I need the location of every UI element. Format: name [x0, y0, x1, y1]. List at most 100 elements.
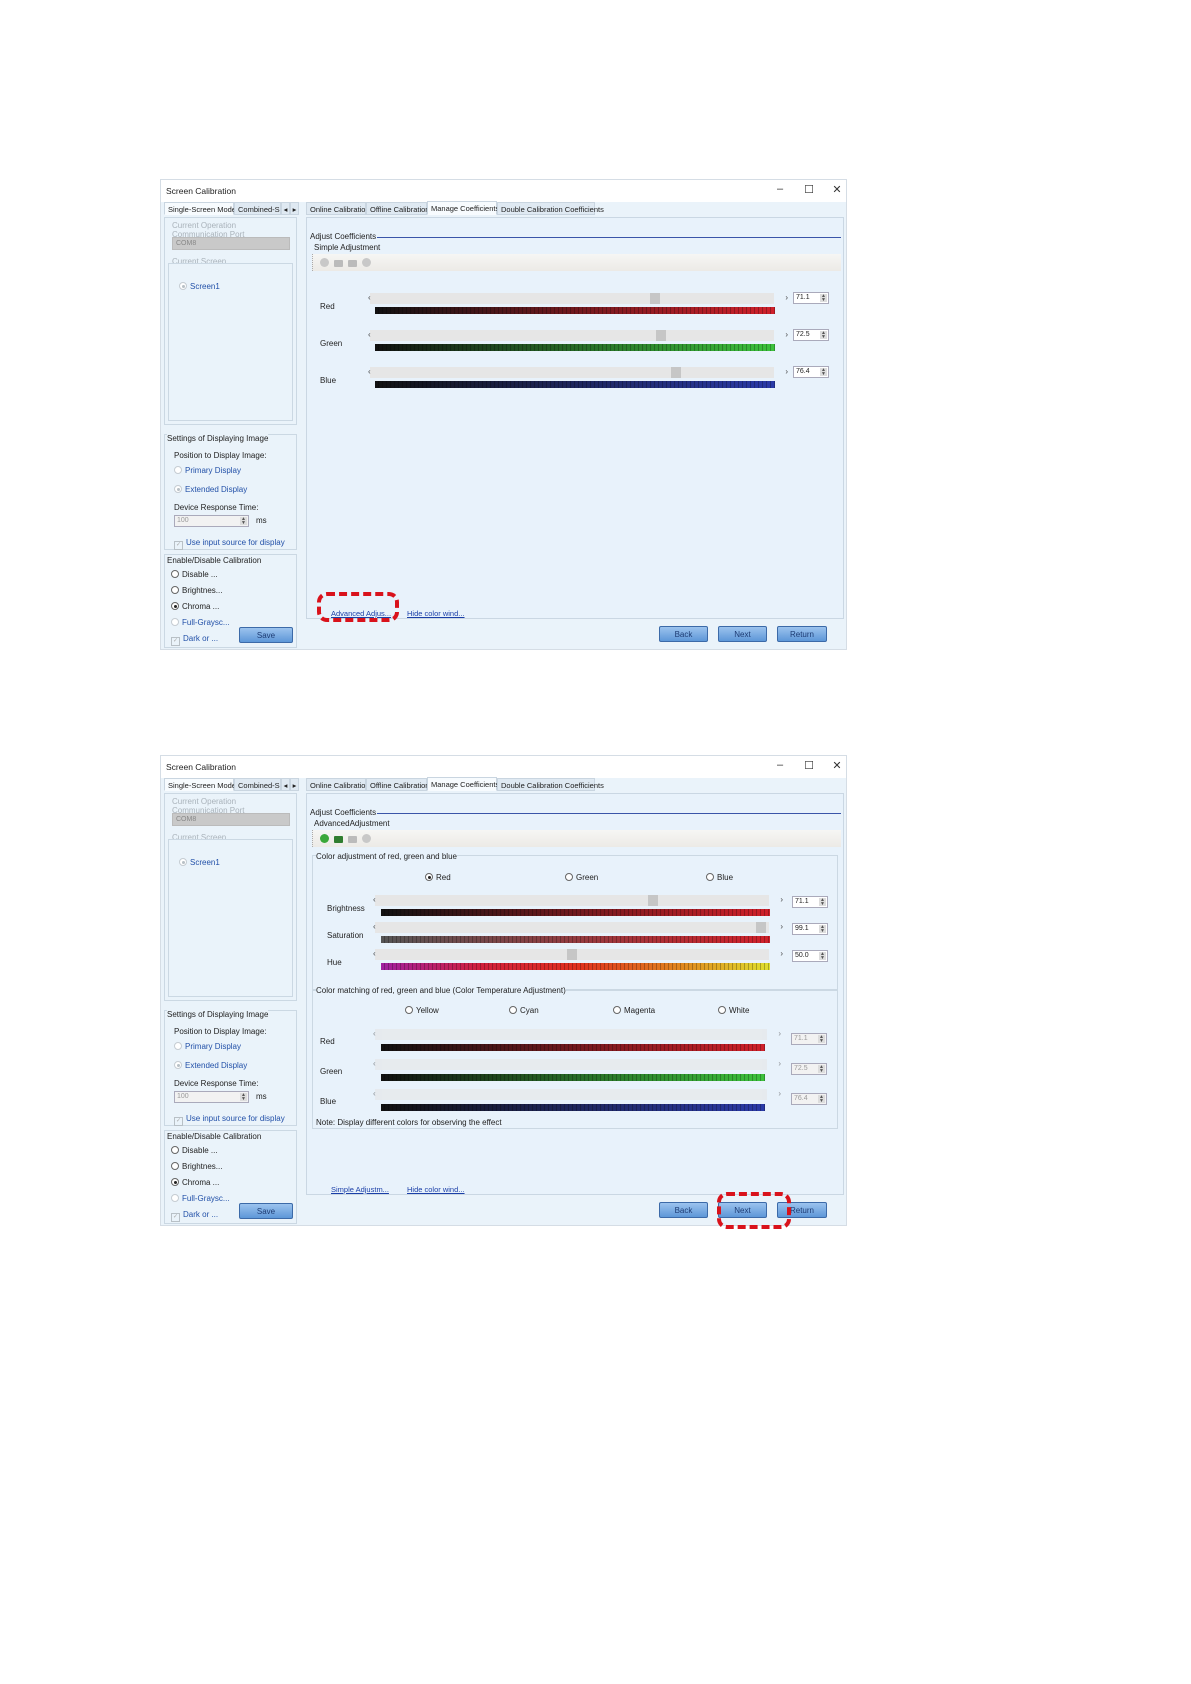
tab-scroll-left-icon[interactable]: ◂: [281, 202, 290, 215]
close-icon[interactable]: ✕: [832, 184, 842, 196]
radio-option[interactable]: Cyan: [509, 1006, 539, 1015]
slider-thumb[interactable]: [655, 330, 666, 341]
maximize-icon[interactable]: ☐: [804, 184, 814, 196]
use-input-source-checkbox[interactable]: ✓ Use input source for display: [174, 538, 285, 550]
value-spinbox[interactable]: 99.1 ▲ ▼: [792, 923, 828, 935]
slider-thumb[interactable]: [671, 367, 682, 378]
next-button[interactable]: Next: [718, 626, 767, 642]
radio-option[interactable]: Blue: [706, 873, 733, 882]
screen-item[interactable]: Screen1: [179, 282, 220, 291]
tab-single-screen-mode[interactable]: Single-Screen Mode: [164, 202, 236, 215]
screen-radio[interactable]: [179, 858, 187, 866]
slider-right-arrow-icon[interactable]: ›: [780, 895, 783, 904]
slider-thumb[interactable]: [650, 293, 661, 304]
comm-port-select[interactable]: COM8: [172, 237, 290, 250]
cal-option-disable[interactable]: Disable ...: [171, 1146, 218, 1155]
radio-option[interactable]: White: [718, 1006, 749, 1015]
tab-scroll-right-icon[interactable]: ▸: [290, 778, 299, 791]
spinner-arrows-icon[interactable]: ▲ ▼: [819, 951, 826, 961]
channel-slider[interactable]: ‹ ›: [368, 330, 788, 341]
back-button[interactable]: Back: [659, 626, 708, 642]
tab-offline-calibration[interactable]: Offline Calibration: [366, 778, 429, 791]
adjustment-mode-link[interactable]: Simple Adjustm...: [331, 1185, 389, 1194]
tab-online-calibration[interactable]: Online Calibration: [306, 778, 370, 791]
cal-option-brightness[interactable]: Brightnes...: [171, 586, 222, 595]
tab-combined-screen[interactable]: Combined-Sc: [234, 778, 281, 791]
radio-circle[interactable]: [613, 1006, 621, 1014]
slider-left-arrow-icon[interactable]: ‹: [368, 293, 371, 302]
save-button[interactable]: Save: [239, 1203, 293, 1219]
value-spinbox[interactable]: 71.1 ▲ ▼: [792, 896, 828, 908]
refresh-icon[interactable]: [320, 258, 329, 267]
channel-slider[interactable]: ‹ ›: [368, 367, 788, 378]
cal-option-chroma[interactable]: Chroma ...: [171, 1178, 219, 1187]
stop-icon[interactable]: [362, 834, 371, 843]
tab-offline-calibration[interactable]: Offline Calibration: [366, 202, 429, 215]
cal-option-full-grayscale[interactable]: Full-Graysc...: [171, 1194, 230, 1203]
spinner-arrows-icon[interactable]: ▲ ▼: [820, 367, 827, 377]
maximize-icon[interactable]: ☐: [804, 760, 814, 772]
primary-display-radio[interactable]: Primary Display: [174, 466, 241, 475]
channel-slider[interactable]: ‹ ›: [368, 293, 788, 304]
radio-option[interactable]: Red: [425, 873, 451, 882]
hide-color-window-link[interactable]: Hide color wind...: [407, 1185, 465, 1194]
save-image-icon[interactable]: [348, 836, 357, 843]
slider-right-arrow-icon[interactable]: ›: [785, 330, 788, 339]
minimize-icon[interactable]: –: [776, 183, 784, 195]
slider-left-arrow-icon[interactable]: ‹: [373, 922, 376, 931]
radio-option[interactable]: Yellow: [405, 1006, 439, 1015]
value-spinbox[interactable]: 50.0 ▲ ▼: [792, 950, 828, 962]
adjust-slider[interactable]: ‹ ›: [373, 895, 783, 906]
spinner-arrows-icon[interactable]: ▲ ▼: [819, 897, 826, 907]
screen-radio[interactable]: [179, 282, 187, 290]
tab-scroll-left-icon[interactable]: ◂: [281, 778, 290, 791]
radio-circle[interactable]: [405, 1006, 413, 1014]
slider-left-arrow-icon[interactable]: ‹: [368, 330, 371, 339]
spinner-arrows-icon[interactable]: ▲ ▼: [820, 293, 827, 303]
slider-right-arrow-icon[interactable]: ›: [780, 922, 783, 931]
tab-single-screen-mode[interactable]: Single-Screen Mode: [164, 778, 236, 791]
slider-right-arrow-icon[interactable]: ›: [780, 949, 783, 958]
spinner-arrows-icon[interactable]: ▲ ▼: [820, 330, 827, 340]
screen-item[interactable]: Screen1: [179, 858, 220, 867]
radio-circle[interactable]: [565, 873, 573, 881]
tab-combined-screen[interactable]: Combined-Sc: [234, 202, 281, 215]
radio-option[interactable]: Green: [565, 873, 598, 882]
hide-color-window-link[interactable]: Hide color wind...: [407, 609, 465, 618]
radio-circle[interactable]: [425, 873, 433, 881]
slider-thumb[interactable]: [755, 922, 766, 933]
value-spinbox[interactable]: 71.1 ▲ ▼: [793, 292, 829, 304]
return-button[interactable]: Return: [777, 626, 827, 642]
slider-left-arrow-icon[interactable]: ‹: [368, 367, 371, 376]
slider-thumb[interactable]: [567, 949, 577, 960]
extended-display-radio[interactable]: Extended Display: [174, 485, 247, 494]
value-spinbox[interactable]: 72.5 ▲ ▼: [793, 329, 829, 341]
radio-circle[interactable]: [718, 1006, 726, 1014]
comm-port-select[interactable]: COM8: [172, 813, 290, 826]
save-button[interactable]: Save: [239, 627, 293, 643]
radio-circle[interactable]: [706, 873, 714, 881]
slider-thumb[interactable]: [648, 895, 659, 906]
slider-right-arrow-icon[interactable]: ›: [785, 293, 788, 302]
spinner-arrows-icon[interactable]: ▲ ▼: [240, 516, 247, 526]
save-image-icon[interactable]: [348, 260, 357, 267]
cal-option-dark[interactable]: ✓ Dark or ...: [171, 1210, 219, 1222]
tab-manage-coefficients[interactable]: Manage Coefficients: [427, 777, 499, 791]
open-folder-icon[interactable]: [334, 836, 343, 843]
slider-right-arrow-icon[interactable]: ›: [785, 367, 788, 376]
adjustment-mode-link[interactable]: Advanced Adjus...: [331, 609, 392, 618]
cal-option-chroma[interactable]: Chroma ...: [171, 602, 219, 611]
extended-display-radio[interactable]: Extended Display: [174, 1061, 247, 1070]
radio-option[interactable]: Magenta: [613, 1006, 655, 1015]
primary-display-radio[interactable]: Primary Display: [174, 1042, 241, 1051]
spinner-arrows-icon[interactable]: ▲ ▼: [240, 1092, 247, 1102]
value-spinbox[interactable]: 76.4 ▲ ▼: [793, 366, 829, 378]
tab-double-calibration[interactable]: Double Calibration Coefficients: [497, 202, 604, 215]
stop-icon[interactable]: [362, 258, 371, 267]
use-input-source-checkbox[interactable]: ✓ Use input source for display: [174, 1114, 285, 1126]
refresh-icon[interactable]: [320, 834, 329, 843]
radio-circle[interactable]: [509, 1006, 517, 1014]
tab-scroll-right-icon[interactable]: ▸: [290, 202, 299, 215]
response-time-input[interactable]: 100 ▲ ▼: [174, 515, 249, 527]
tab-manage-coefficients[interactable]: Manage Coefficients: [427, 201, 499, 215]
